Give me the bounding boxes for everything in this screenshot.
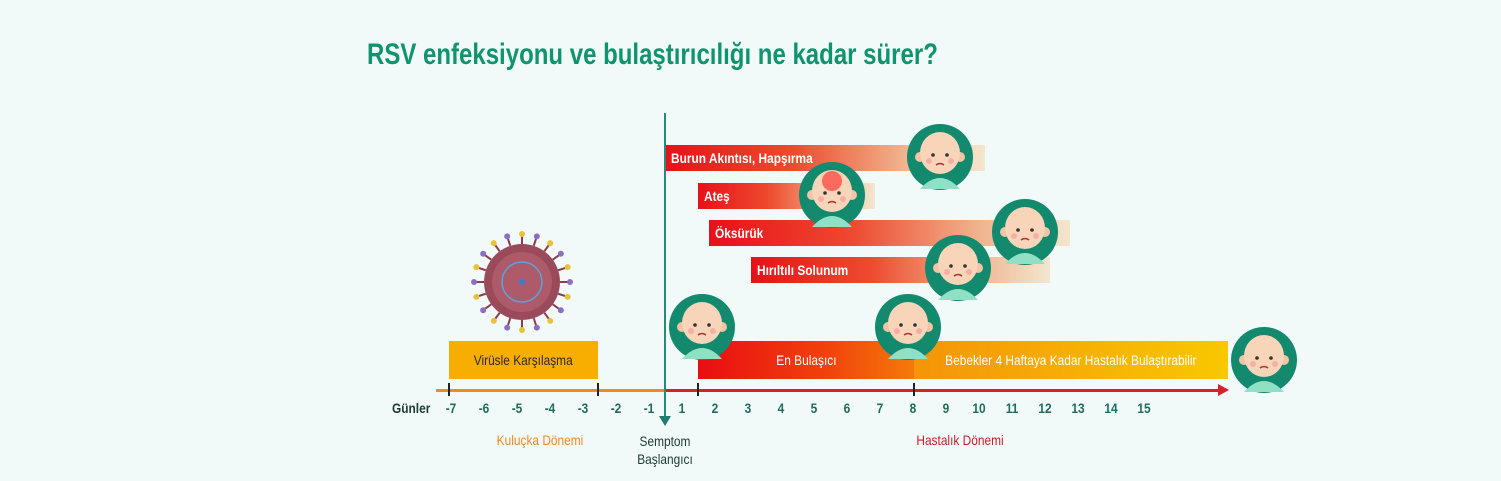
day-label: 6 <box>843 400 850 416</box>
day-label: -2 <box>610 400 621 416</box>
baby-sneezing-icon <box>907 124 973 190</box>
symptom-label: Öksürük <box>715 225 764 241</box>
baby-sick-icon <box>875 294 941 360</box>
day-label: -6 <box>478 400 489 416</box>
day-label: 3 <box>744 400 751 416</box>
incubation-axis-line <box>436 389 665 392</box>
axis-tick <box>597 383 599 396</box>
symptom-onset-line <box>664 113 666 418</box>
illness-axis-line <box>665 389 1220 392</box>
baby-wheezing-icon <box>925 235 991 301</box>
day-label: -1 <box>643 400 654 416</box>
day-label: 15 <box>1136 400 1151 416</box>
day-label: 10 <box>971 400 986 416</box>
virus-exposure-label: Virüsle Karşılaşma <box>473 352 573 368</box>
baby-fever-icon <box>799 162 865 228</box>
illness-period-label: Hastalık Dönemi <box>916 432 1004 448</box>
day-label: 14 <box>1103 400 1118 416</box>
late-contagious-label: Bebekler 4 Haftaya Kadar Hastalık Bulaşt… <box>945 352 1197 368</box>
axis-tick <box>913 383 915 396</box>
baby-crying-icon <box>669 294 735 360</box>
day-label: 2 <box>711 400 718 416</box>
most-contagious-label: En Bulaşıcı <box>775 352 837 368</box>
symptom-onset-label: Semptom Başlangıcı <box>623 432 708 468</box>
virus-illustration <box>471 231 573 333</box>
day-label: 7 <box>876 400 883 416</box>
axis-arrow-icon <box>1218 384 1229 396</box>
baby-calm-icon <box>1231 327 1297 393</box>
virus-exposure-bar: Virüsle Karşılaşma <box>449 341 598 379</box>
day-label: 9 <box>942 400 949 416</box>
symptom-label: Ateş <box>704 188 730 204</box>
day-label: 4 <box>777 400 784 416</box>
incubation-period-label: Kuluçka Dönemi <box>496 432 584 448</box>
symptom-label: Hırıltılı Solunum <box>757 262 849 278</box>
arrow-down-icon <box>659 416 671 426</box>
day-label: 12 <box>1037 400 1052 416</box>
axis-tick <box>448 383 450 396</box>
page-title: RSV enfeksiyonu ve bulaştırıcılığı ne ka… <box>367 38 938 71</box>
day-label: 5 <box>810 400 817 416</box>
days-axis-label: Günler <box>392 400 431 416</box>
day-label: 13 <box>1070 400 1085 416</box>
day-label: -7 <box>445 400 456 416</box>
symptom-bar-wheezing: Hırıltılı Solunum <box>751 257 1050 283</box>
day-label: 11 <box>1005 400 1018 416</box>
symptom-onset-line1: Semptom <box>639 433 691 449</box>
symptom-onset-line2: Başlangıcı <box>637 451 693 467</box>
most-contagious-bar: En Bulaşıcı <box>698 341 914 379</box>
day-label: 1 <box>678 400 685 416</box>
axis-tick <box>697 383 699 396</box>
baby-coughing-icon <box>992 199 1058 265</box>
day-label: 8 <box>909 400 916 416</box>
day-label: -3 <box>577 400 588 416</box>
day-label: -5 <box>511 400 522 416</box>
symptom-label: Burun Akıntısı, Hapşırma <box>671 150 813 166</box>
day-label: -4 <box>544 400 555 416</box>
late-contagious-bar: Bebekler 4 Haftaya Kadar Hastalık Bulaşt… <box>914 341 1228 379</box>
